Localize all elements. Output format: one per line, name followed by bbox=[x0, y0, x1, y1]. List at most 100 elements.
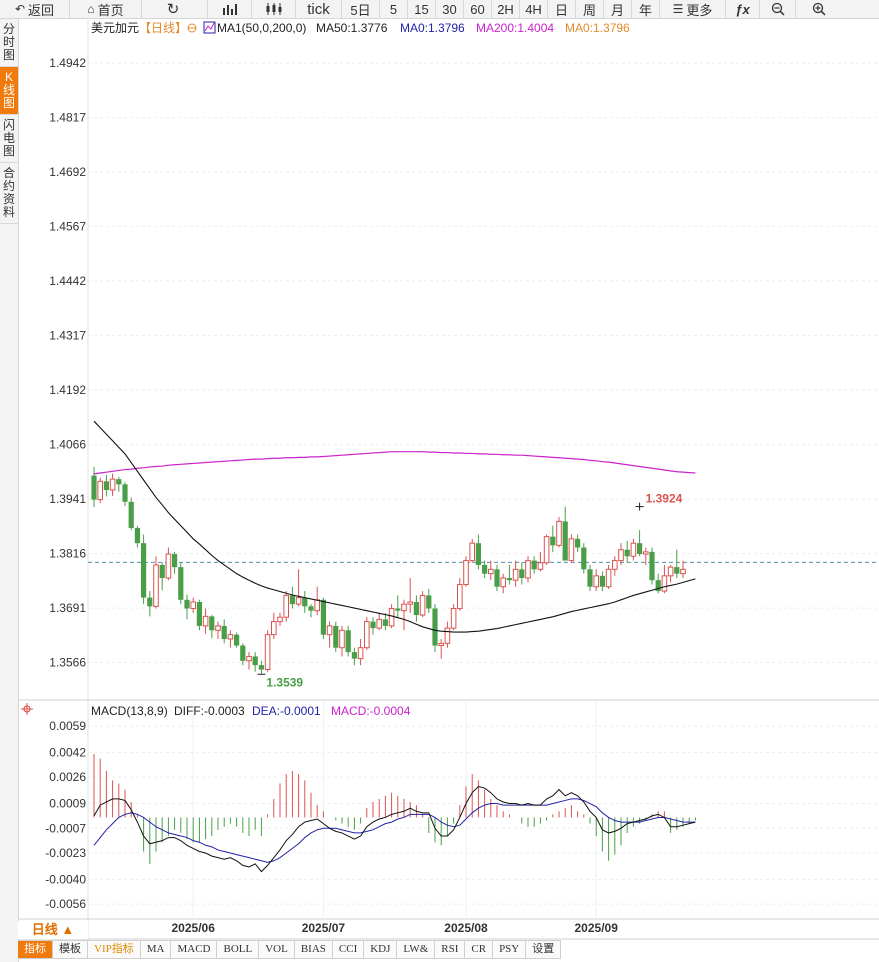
period-button-60[interactable]: 60 bbox=[464, 0, 492, 18]
macd-dea-value: DEA:-0.0001 bbox=[252, 704, 321, 718]
candle bbox=[568, 534, 575, 563]
macd-dea-line bbox=[93, 798, 696, 863]
candle-body-down bbox=[581, 547, 587, 570]
candle bbox=[525, 556, 531, 583]
bar-chart-button[interactable] bbox=[208, 0, 252, 18]
candle bbox=[116, 476, 122, 492]
period-button-30[interactable]: 30 bbox=[436, 0, 464, 18]
indicator-tab-4[interactable]: MACD bbox=[171, 940, 218, 959]
zoom-in-button[interactable] bbox=[796, 0, 841, 18]
period-button-5[interactable]: 5 bbox=[380, 0, 408, 18]
candle-body-down bbox=[519, 569, 525, 579]
home-button[interactable]: ⌂ 首页 bbox=[70, 0, 142, 18]
candle bbox=[444, 621, 451, 648]
macd-diff-value: DIFF:-0.0003 bbox=[174, 704, 245, 718]
candle bbox=[432, 604, 438, 653]
five-day-button[interactable]: 5日 bbox=[342, 0, 380, 18]
candle bbox=[215, 621, 221, 640]
candle-body-down bbox=[234, 634, 240, 646]
indicator-tab-12[interactable]: CR bbox=[465, 940, 494, 959]
candle-body-down bbox=[209, 616, 215, 631]
indicator-tab-13[interactable]: PSY bbox=[493, 940, 527, 959]
indicator-tab-3[interactable]: MA bbox=[140, 940, 172, 959]
candle-body-up bbox=[227, 634, 234, 640]
sidebar-item-2[interactable]: 闪电图 bbox=[0, 115, 18, 163]
candle bbox=[512, 560, 519, 587]
period-button-周[interactable]: 周 bbox=[576, 0, 604, 18]
sidebar-item-0[interactable]: 分时图 bbox=[0, 19, 18, 67]
indicator-tab-1[interactable]: 模板 bbox=[53, 940, 88, 959]
indicator-tab-11[interactable]: RSI bbox=[435, 940, 466, 959]
candle-body-up bbox=[444, 627, 451, 644]
period-button-年[interactable]: 年 bbox=[632, 0, 660, 18]
indicator-tab-7[interactable]: BIAS bbox=[294, 940, 333, 959]
sidebar-item-3[interactable]: 合约资料 bbox=[0, 163, 18, 224]
candle-body-down bbox=[240, 645, 246, 661]
candle-body-down bbox=[482, 564, 488, 574]
indicator-tab-8[interactable]: CCI bbox=[332, 940, 365, 959]
candle-body-up bbox=[469, 542, 475, 562]
view-sidebar: 分时图 K线图 闪电图 合约资料 bbox=[0, 19, 19, 962]
indicator-tab-6[interactable]: VOL bbox=[259, 940, 295, 959]
indicator-tab-2[interactable]: VIP指标 bbox=[88, 940, 141, 959]
candle bbox=[246, 652, 252, 670]
candle bbox=[351, 647, 357, 666]
candle-body-down bbox=[308, 606, 314, 611]
candle-body-up bbox=[376, 618, 382, 629]
candle bbox=[221, 619, 227, 644]
candle bbox=[624, 540, 630, 563]
candle-body-down bbox=[91, 475, 97, 500]
indicator-tab-14[interactable]: 设置 bbox=[526, 940, 562, 959]
macd-settings-icon[interactable] bbox=[21, 703, 33, 715]
period-button-4H[interactable]: 4H bbox=[520, 0, 548, 18]
candle-body-down bbox=[252, 656, 258, 666]
formula-button[interactable]: ƒx bbox=[726, 0, 760, 18]
tick-label: tick bbox=[307, 0, 330, 18]
macd-tick-label: -0.0056 bbox=[45, 897, 86, 911]
period-button-月[interactable]: 月 bbox=[604, 0, 632, 18]
price-tick-label: 1.4942 bbox=[49, 56, 86, 70]
price-tick-label: 1.4817 bbox=[49, 111, 86, 125]
candle bbox=[488, 560, 494, 581]
candlestick-icon bbox=[266, 3, 281, 15]
indicator-tab-10[interactable]: LW& bbox=[397, 940, 436, 959]
candle-body-down bbox=[370, 621, 376, 629]
sidebar-item-1[interactable]: K线图 bbox=[0, 67, 18, 115]
date-label: 2025/08 bbox=[444, 921, 488, 935]
candle-body-up bbox=[463, 560, 469, 586]
period-button-2H[interactable]: 2H bbox=[492, 0, 520, 18]
candle-body-down bbox=[413, 601, 419, 616]
menu-icon: ☰ bbox=[672, 2, 684, 16]
candle bbox=[147, 591, 153, 617]
candle bbox=[196, 599, 202, 631]
indicator-tab-9[interactable]: KDJ bbox=[364, 940, 398, 959]
back-button[interactable]: ↶ 返回 bbox=[0, 0, 70, 18]
candle bbox=[134, 525, 140, 548]
candle-body-down bbox=[221, 625, 227, 640]
price-tick-label: 1.3691 bbox=[49, 601, 86, 615]
candle-chart-button[interactable] bbox=[252, 0, 296, 18]
indicator-tab-5[interactable]: BOLL bbox=[217, 940, 260, 959]
candle bbox=[407, 578, 413, 613]
target-icon[interactable] bbox=[187, 23, 197, 33]
candle bbox=[661, 564, 668, 594]
candle-body-down bbox=[159, 564, 165, 579]
candle-body-up bbox=[277, 616, 283, 623]
period-button-日[interactable]: 日 bbox=[548, 0, 576, 18]
indicator-settings-icon[interactable] bbox=[203, 21, 216, 34]
refresh-button[interactable]: ↻ bbox=[142, 0, 208, 18]
candle-body-down bbox=[320, 599, 326, 635]
candle-body-up bbox=[488, 568, 494, 575]
tick-button[interactable]: tick bbox=[296, 0, 342, 18]
macd-tick-label: -0.0040 bbox=[45, 872, 86, 886]
candle-body-up bbox=[339, 629, 345, 649]
zoom-out-button[interactable] bbox=[760, 0, 796, 18]
period-selector-button[interactable]: 日线 ▲ bbox=[18, 921, 88, 939]
candle bbox=[264, 630, 271, 672]
date-label: 2025/06 bbox=[172, 921, 216, 935]
indicator-tab-0[interactable]: 指标 bbox=[18, 940, 53, 959]
period-button-15[interactable]: 15 bbox=[408, 0, 436, 18]
five-day-label: 5日 bbox=[350, 2, 371, 18]
more-button[interactable]: ☰ 更多 bbox=[660, 0, 726, 18]
